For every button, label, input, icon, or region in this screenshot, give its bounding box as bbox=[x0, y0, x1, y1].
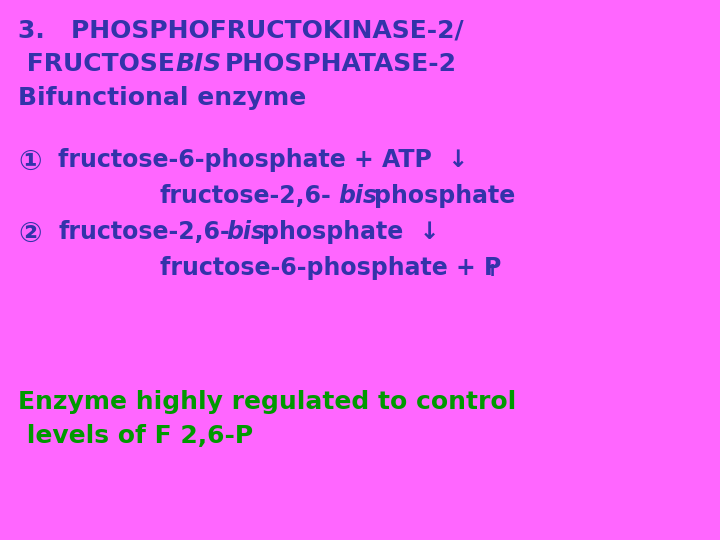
Text: 3.   PHOSPHOFRUCTOKINASE-2/: 3. PHOSPHOFRUCTOKINASE-2/ bbox=[18, 18, 464, 42]
Text: BIS: BIS bbox=[175, 52, 221, 76]
Text: phosphate  ↓: phosphate ↓ bbox=[262, 220, 439, 244]
Text: i: i bbox=[490, 264, 495, 279]
Text: ①: ① bbox=[18, 148, 42, 176]
Text: levels of F 2,6-P: levels of F 2,6-P bbox=[18, 424, 253, 448]
Text: phosphate: phosphate bbox=[374, 184, 516, 208]
Text: FRUCTOSE: FRUCTOSE bbox=[18, 52, 184, 76]
Text: fructose-6-phosphate + ATP  ↓: fructose-6-phosphate + ATP ↓ bbox=[58, 148, 468, 172]
Text: fructose-6-phosphate + P: fructose-6-phosphate + P bbox=[160, 256, 501, 280]
Text: Enzyme highly regulated to control: Enzyme highly regulated to control bbox=[18, 390, 516, 414]
Text: fructose-2,6-: fructose-2,6- bbox=[58, 220, 230, 244]
Text: ②: ② bbox=[18, 220, 42, 248]
Text: fructose-2,6-: fructose-2,6- bbox=[160, 184, 332, 208]
Text: PHOSPHATASE-2: PHOSPHATASE-2 bbox=[225, 52, 457, 76]
Text: bis: bis bbox=[338, 184, 377, 208]
Text: bis: bis bbox=[226, 220, 265, 244]
Text: Bifunctional enzyme: Bifunctional enzyme bbox=[18, 86, 306, 110]
